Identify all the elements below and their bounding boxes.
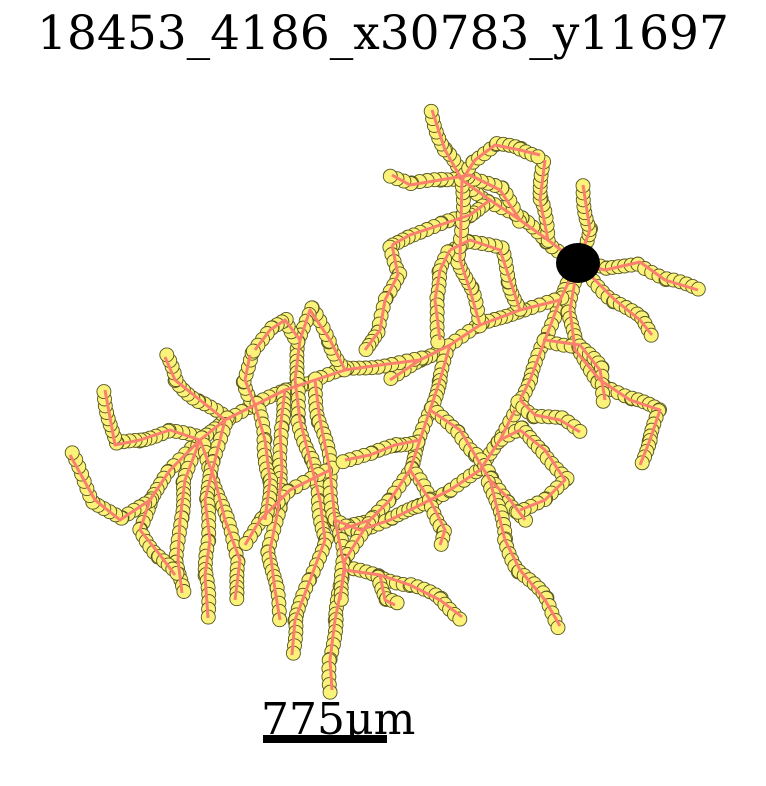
branch-segment (344, 438, 421, 462)
branch-segment (391, 198, 491, 247)
branch-segment (268, 389, 287, 621)
trace-node (176, 584, 192, 599)
branch-segment (460, 143, 541, 181)
branch-segment (339, 344, 452, 532)
branch-segment (389, 298, 561, 382)
figure-title: 18453_4186_x30783_y11697 (37, 6, 729, 61)
branch-segment (391, 173, 522, 221)
branch-segment (408, 469, 447, 546)
branch-segment (313, 379, 347, 691)
branch-segment (198, 439, 242, 601)
branch-segment (243, 354, 257, 406)
branch-segment (518, 398, 581, 434)
soma (556, 243, 600, 283)
branch-nodes (64, 103, 706, 700)
branch-segment (433, 249, 452, 341)
branch-segment (588, 273, 654, 336)
branch-segment (378, 574, 396, 607)
branch-segment (363, 244, 400, 351)
branch-segment (253, 318, 302, 351)
branch-segment (344, 568, 463, 619)
branch-segment (449, 238, 522, 311)
branch-segment (458, 179, 482, 326)
branch-segment (68, 454, 151, 522)
branch-segment (253, 404, 272, 521)
branch-segment (488, 479, 562, 627)
scale-bar (263, 735, 387, 743)
branch-segment (544, 338, 607, 401)
trace-node (430, 334, 446, 350)
branch-segment (103, 389, 201, 447)
branch-segment (203, 419, 227, 619)
branch-segment (138, 529, 177, 576)
branch-segment (538, 159, 550, 241)
branch-segment (290, 308, 347, 656)
branch-segment (568, 262, 662, 466)
branch-segment (243, 468, 331, 546)
branch-segment (338, 519, 372, 601)
branch-edges-overlay (68, 109, 699, 691)
branch-segment (163, 356, 226, 422)
trace-node (322, 684, 338, 700)
branch-segment (429, 408, 527, 521)
trace-node (335, 454, 351, 470)
branch-segment (176, 439, 202, 594)
trace-node (452, 611, 468, 627)
branch-segment (499, 428, 567, 512)
trace-node (382, 168, 398, 184)
